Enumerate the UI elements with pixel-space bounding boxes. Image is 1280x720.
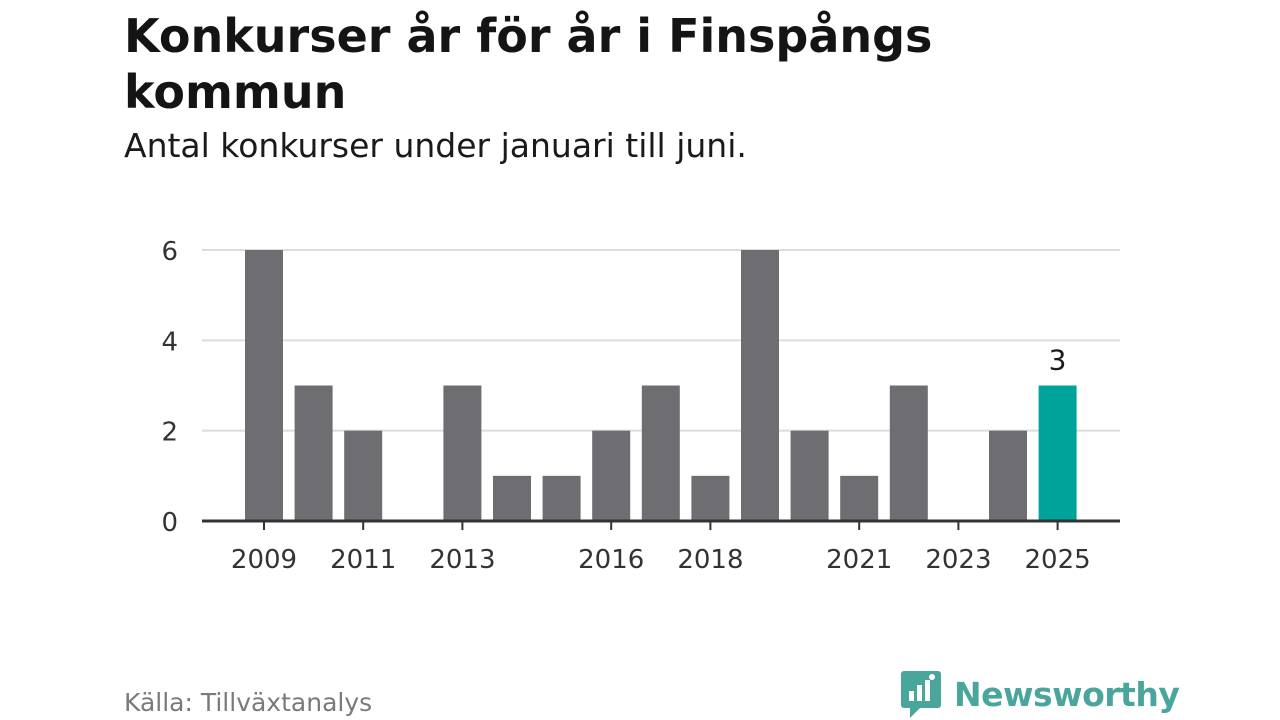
x-axis-tick-labels: 2009 2011 2013 2016 2018 2021 2023 2025 [231,545,1091,575]
brand-logo: Newsworthy [900,668,1180,720]
y-axis-tick-labels: 0 2 4 6 [161,237,178,538]
x-tick-label: 2016 [578,545,644,575]
bar-2024 [989,430,1027,521]
bar-2017 [641,385,680,521]
bar-2018 [691,475,730,521]
x-tick-label: 2009 [231,545,297,575]
brand-name: Newsworthy [954,674,1180,714]
x-axis [202,519,1120,530]
x-tick-label: 2023 [925,545,991,575]
y-tick-label: 0 [161,508,178,538]
bar-2016 [592,430,631,521]
bar-2019 [741,250,779,521]
x-tick-label: 2025 [1025,545,1091,575]
bar-2009 [245,250,283,521]
bar-2022 [889,385,928,521]
chart-title: Konkurser år för år i Finspångs kommun [124,9,933,119]
bar-2010 [294,385,333,521]
bar-2020 [790,430,829,521]
chart-subtitle: Antal konkurser under januari till juni. [124,126,747,165]
bar-2025 [1038,385,1077,521]
x-tick-label: 2021 [826,545,892,575]
bar-2015 [542,475,581,521]
x-tick-label: 2011 [330,545,396,575]
y-tick-label: 6 [161,237,178,267]
bar-2011 [344,430,383,521]
bar-2021 [840,475,879,521]
y-tick-label: 4 [161,327,178,357]
data-labels: 3 [1049,344,1067,377]
bars [245,250,1077,521]
x-tick-label: 2018 [677,545,743,575]
x-tick-label: 2013 [429,545,495,575]
data-label-2025: 3 [1049,344,1067,377]
source-note: Källa: Tillväxtanalys [124,688,373,717]
y-tick-label: 2 [161,418,178,448]
bar-2013 [443,385,482,521]
bar-2014 [493,475,531,521]
newsworthy-logo-icon [901,671,941,718]
